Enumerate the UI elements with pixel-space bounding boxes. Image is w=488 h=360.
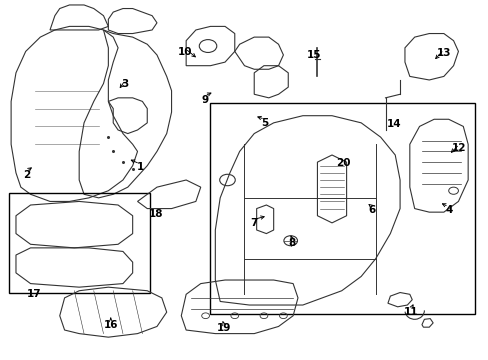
Text: 20: 20 [335,158,350,168]
Text: 11: 11 [403,307,418,317]
Text: 3: 3 [122,78,129,89]
Text: 4: 4 [444,205,451,215]
Text: 14: 14 [386,118,401,129]
Text: 13: 13 [436,48,450,58]
Text: 2: 2 [23,170,30,180]
Text: 18: 18 [148,209,163,219]
Text: 9: 9 [201,95,208,105]
Text: 1: 1 [136,162,143,172]
Text: 16: 16 [103,320,118,330]
Text: 8: 8 [288,238,295,248]
Text: 19: 19 [217,323,231,333]
Text: 6: 6 [367,205,375,215]
Text: 10: 10 [178,47,192,57]
Text: 17: 17 [27,289,41,298]
Text: 7: 7 [250,218,257,228]
Text: 12: 12 [451,143,466,153]
Text: 15: 15 [306,50,321,60]
Text: 5: 5 [261,118,268,128]
